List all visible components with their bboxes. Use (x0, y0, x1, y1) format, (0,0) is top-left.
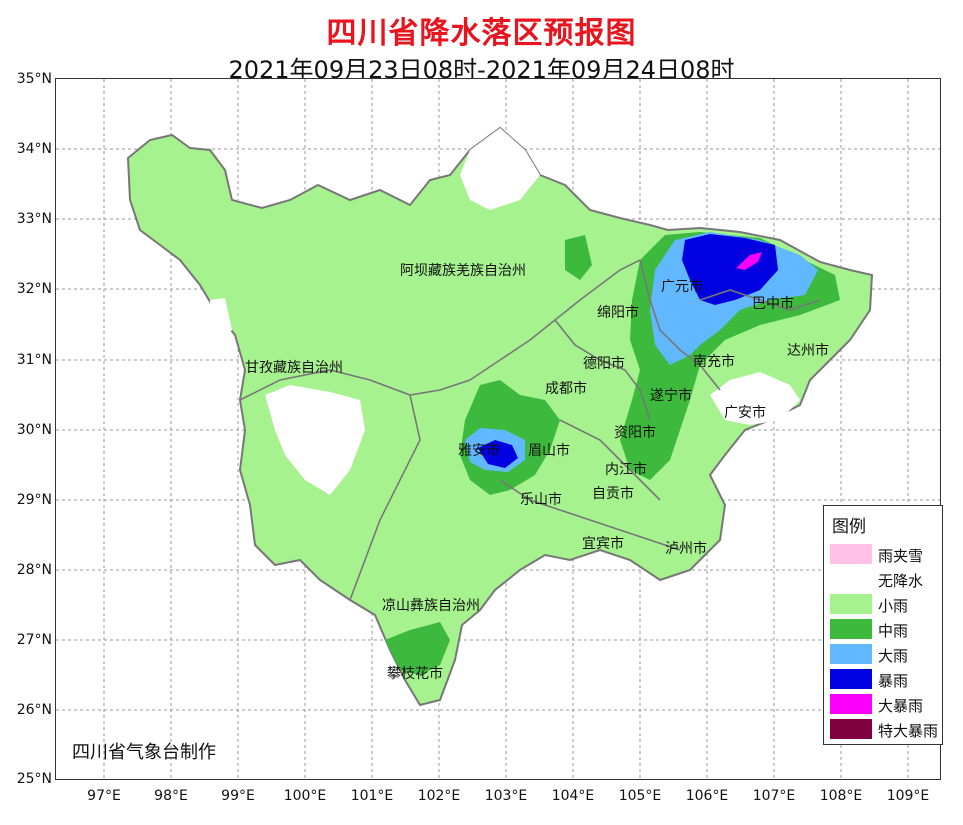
legend-item: 小雨 (830, 594, 942, 616)
legend-swatch (830, 594, 872, 614)
legend-label: 暴雨 (878, 672, 909, 690)
lon-label: 100°E (283, 788, 327, 804)
place-label-dazhou: 达州市 (787, 343, 829, 359)
legend-swatch (830, 694, 872, 714)
lat-label: 32°N (16, 281, 52, 297)
lat-label: 27°N (16, 632, 52, 648)
place-label-leshan: 乐山市 (520, 492, 562, 508)
lon-label: 105°E (618, 788, 662, 804)
place-label-guangan: 广安市 (724, 405, 766, 421)
legend-label: 特大暴雨 (878, 722, 939, 740)
lon-label: 101°E (350, 788, 394, 804)
lat-label: 34°N (16, 141, 52, 157)
lat-label: 30°N (16, 422, 52, 438)
legend-swatch (830, 569, 872, 589)
legend: 图例 雨夹雪 无降水 小雨 中雨 大雨 暴雨 大暴雨 特大暴雨 (823, 505, 943, 745)
legend-swatch (830, 669, 872, 689)
place-label-panzhihua: 攀枝花市 (387, 666, 443, 682)
moderate-rain-area-aba (565, 235, 592, 280)
legend-item: 暴雨 (830, 669, 942, 691)
legend-swatch (830, 619, 872, 639)
producer-credit: 四川省气象台制作 (72, 742, 216, 763)
no-rain-area-ganzi (265, 385, 365, 495)
lon-label: 99°E (221, 788, 255, 804)
place-label-ziyang: 资阳市 (614, 425, 656, 441)
place-label-meishan: 眉山市 (528, 443, 570, 459)
map-title: 四川省降水落区预报图 (326, 16, 637, 51)
lat-label: 31°N (16, 352, 52, 368)
place-label-yaan: 雅安市 (458, 443, 500, 459)
place-label-neijiang: 内江市 (605, 462, 647, 478)
lon-label: 104°E (551, 788, 595, 804)
lon-label: 108°E (819, 788, 863, 804)
no-rain-area-east (710, 372, 800, 425)
place-label-chengdu: 成都市 (545, 381, 587, 397)
legend-title: 图例 (832, 517, 866, 537)
lat-label: 29°N (16, 492, 52, 508)
place-label-mianyang: 绵阳市 (597, 305, 639, 321)
legend-swatch (830, 719, 872, 739)
place-label-yibin: 宜宾市 (582, 536, 624, 552)
place-label-zigong: 自贡市 (592, 486, 634, 502)
place-label-aba: 阿坝藏族羌族自治州 (400, 263, 526, 279)
lat-label: 33°N (16, 211, 52, 227)
legend-swatch (830, 644, 872, 664)
torrential-rain-area-northeast (682, 234, 778, 305)
torrential-rain-area-yaan (478, 440, 518, 468)
heavy-torrential-rain-area (736, 252, 762, 270)
place-label-deyang: 德阳市 (583, 356, 625, 372)
legend-item: 大暴雨 (830, 694, 942, 716)
no-rain-area-north (460, 128, 540, 210)
legend-label: 大暴雨 (878, 697, 924, 715)
legend-label: 雨夹雪 (878, 547, 924, 565)
lon-label: 97°E (87, 788, 121, 804)
lon-label: 103°E (484, 788, 528, 804)
place-label-bazhong: 巴中市 (752, 296, 794, 312)
place-label-suining: 遂宁市 (650, 388, 692, 404)
legend-item: 大雨 (830, 644, 942, 666)
prefecture-boundaries (239, 259, 821, 601)
place-label-liangshan: 凉山彝族自治州 (382, 598, 480, 614)
legend-label: 小雨 (878, 597, 909, 615)
legend-label: 大雨 (878, 647, 909, 665)
legend-item: 无降水 (830, 569, 942, 591)
place-label-ganzi: 甘孜藏族自治州 (245, 360, 343, 376)
place-label-nanchong: 南充市 (693, 354, 735, 370)
legend-item: 中雨 (830, 619, 942, 641)
lon-label: 109°E (886, 788, 930, 804)
lat-label: 35°N (16, 71, 52, 87)
lat-label: 28°N (16, 562, 52, 578)
lon-label: 106°E (685, 788, 729, 804)
lon-label: 102°E (417, 788, 461, 804)
legend-label: 中雨 (878, 622, 909, 640)
moderate-rain-area-panzhihua (385, 622, 450, 675)
no-rain-area-west (210, 298, 232, 345)
place-label-luzhou: 泸州市 (665, 541, 707, 557)
legend-swatch (830, 544, 872, 564)
lon-label: 98°E (154, 788, 188, 804)
lat-label: 25°N (16, 771, 52, 787)
lon-label: 107°E (752, 788, 796, 804)
legend-item: 雨夹雪 (830, 544, 942, 566)
lat-label: 26°N (16, 702, 52, 718)
place-label-guangyuan: 广元市 (661, 279, 703, 295)
legend-label: 无降水 (878, 572, 924, 590)
legend-item: 特大暴雨 (830, 719, 942, 741)
